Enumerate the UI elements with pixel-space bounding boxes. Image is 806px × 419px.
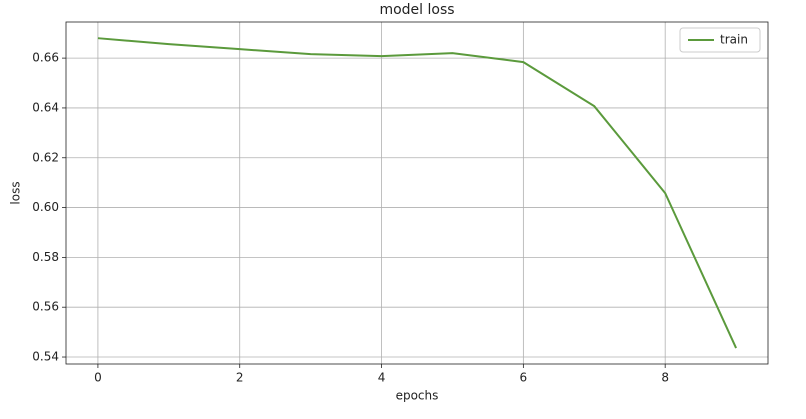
line-series [97, 37, 738, 349]
legend: train [679, 27, 761, 53]
y-tick-label: 0.66 [32, 51, 59, 65]
plot-frame [65, 21, 769, 365]
x-tick-label: 6 [520, 371, 528, 385]
chart-title: model loss [379, 2, 454, 18]
x-tick-label: 2 [236, 371, 244, 385]
y-tick-label: 0.60 [32, 200, 59, 214]
y-tick-label: 0.58 [32, 250, 59, 264]
legend-box [679, 27, 761, 53]
y-tick-label: 0.62 [32, 150, 59, 164]
y-tick-label: 0.64 [32, 100, 59, 114]
y-tick-label: 0.54 [32, 350, 59, 364]
y-axis-label: loss [9, 181, 23, 204]
x-tick-label: 4 [378, 371, 386, 385]
legend-label: train [720, 33, 748, 47]
x-tick-label: 0 [94, 371, 102, 385]
y-tick-label: 0.56 [32, 300, 59, 314]
x-tick-label: 8 [661, 371, 669, 385]
x-axis-label: epochs [396, 389, 439, 403]
